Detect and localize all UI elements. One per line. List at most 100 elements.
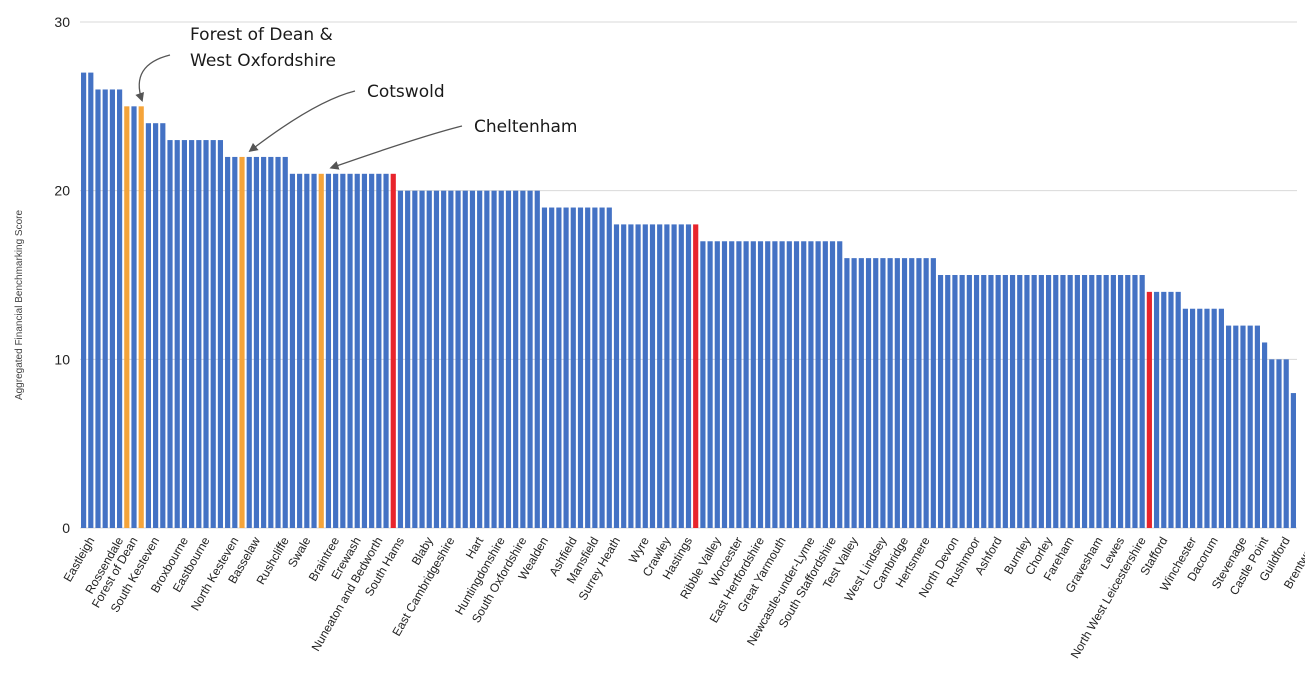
- bar: [995, 275, 1001, 528]
- bar: [1175, 291, 1181, 528]
- bar: [930, 258, 936, 528]
- bar: [160, 123, 166, 528]
- bar: [318, 173, 324, 529]
- bar: [1197, 308, 1203, 528]
- bar: [772, 241, 778, 528]
- bar: [462, 190, 468, 529]
- bar: [693, 224, 699, 528]
- bar: [1060, 275, 1066, 528]
- annotations: Forest of Dean & West Oxfordshire Cotswold…: [135, 25, 577, 170]
- bar: [801, 241, 807, 528]
- bar: [282, 156, 288, 528]
- bar: [376, 173, 382, 529]
- bar: [635, 224, 641, 528]
- bar: [88, 72, 94, 528]
- annotation-text: Cheltenham: [474, 117, 577, 137]
- bar: [253, 156, 260, 528]
- bar: [952, 275, 958, 528]
- bar: [1132, 275, 1138, 528]
- bar: [887, 258, 893, 528]
- bar: [844, 258, 850, 528]
- bar: [599, 207, 605, 528]
- bar: [433, 190, 440, 529]
- bar: [1125, 275, 1131, 528]
- bar: [671, 224, 677, 528]
- annotation-text: Forest of Dean &: [190, 25, 333, 45]
- bar: [1002, 275, 1008, 528]
- bar: [102, 89, 108, 528]
- bar: [1233, 325, 1239, 528]
- bar: [858, 258, 864, 528]
- bar: [1161, 291, 1167, 528]
- bar: [901, 258, 908, 528]
- bar: [613, 224, 620, 528]
- bar: [505, 190, 512, 529]
- bar: [621, 224, 627, 528]
- bar: [685, 224, 692, 528]
- bar: [304, 173, 310, 529]
- bar: [534, 190, 540, 529]
- bar: [124, 106, 130, 528]
- bar: [873, 258, 879, 528]
- bar: [793, 241, 800, 528]
- bar: [556, 207, 562, 528]
- bar: [1017, 275, 1023, 528]
- bar: [822, 241, 828, 528]
- bar: [1290, 393, 1296, 528]
- annotation-text: West Oxfordshire: [190, 51, 336, 71]
- bar: [390, 173, 396, 529]
- bar: [966, 275, 972, 528]
- bar: [837, 241, 843, 528]
- bar: [81, 72, 87, 528]
- bar: [333, 173, 339, 529]
- bar: [549, 207, 555, 528]
- bar: [95, 89, 101, 528]
- bar: [1009, 275, 1016, 528]
- annotation: Cotswold: [248, 82, 445, 153]
- bar: [750, 241, 756, 528]
- bar: [289, 173, 296, 529]
- bar: [1204, 308, 1210, 528]
- y-tick-label: 20: [54, 183, 70, 199]
- annotation-arrow: [329, 125, 463, 170]
- bar: [577, 207, 584, 528]
- bar: [138, 106, 144, 528]
- bar: [383, 173, 389, 529]
- bar: [1226, 325, 1232, 528]
- bar: [1053, 275, 1059, 528]
- bar: [937, 275, 944, 528]
- bar: [1045, 275, 1052, 528]
- bar: [973, 275, 980, 528]
- bar: [419, 190, 425, 529]
- bar: [649, 224, 656, 528]
- bar: [1038, 275, 1044, 528]
- bar: [1276, 359, 1282, 528]
- bar: [765, 241, 771, 528]
- bar: [657, 224, 663, 528]
- bar: [642, 224, 648, 528]
- bar: [167, 140, 173, 528]
- annotation-text: Cotswold: [367, 82, 445, 102]
- bar: [405, 190, 411, 529]
- bar: [217, 140, 224, 528]
- bar: [232, 156, 238, 528]
- y-tick-label: 10: [54, 351, 70, 367]
- bar: [448, 190, 454, 529]
- bar: [1211, 308, 1217, 528]
- bar: [203, 140, 209, 528]
- y-tick-label: 30: [54, 14, 70, 30]
- bar: [1247, 325, 1253, 528]
- bar: [1153, 291, 1160, 528]
- bar: [700, 241, 706, 528]
- bar: [570, 207, 576, 528]
- bar: [736, 241, 742, 528]
- y-axis-ticks: 0 10 20 30: [54, 14, 70, 536]
- bar: [592, 207, 598, 528]
- bar: [585, 207, 591, 528]
- bar: [1089, 275, 1095, 528]
- bar: [268, 156, 274, 528]
- bar: [297, 173, 303, 529]
- bar: [455, 190, 461, 529]
